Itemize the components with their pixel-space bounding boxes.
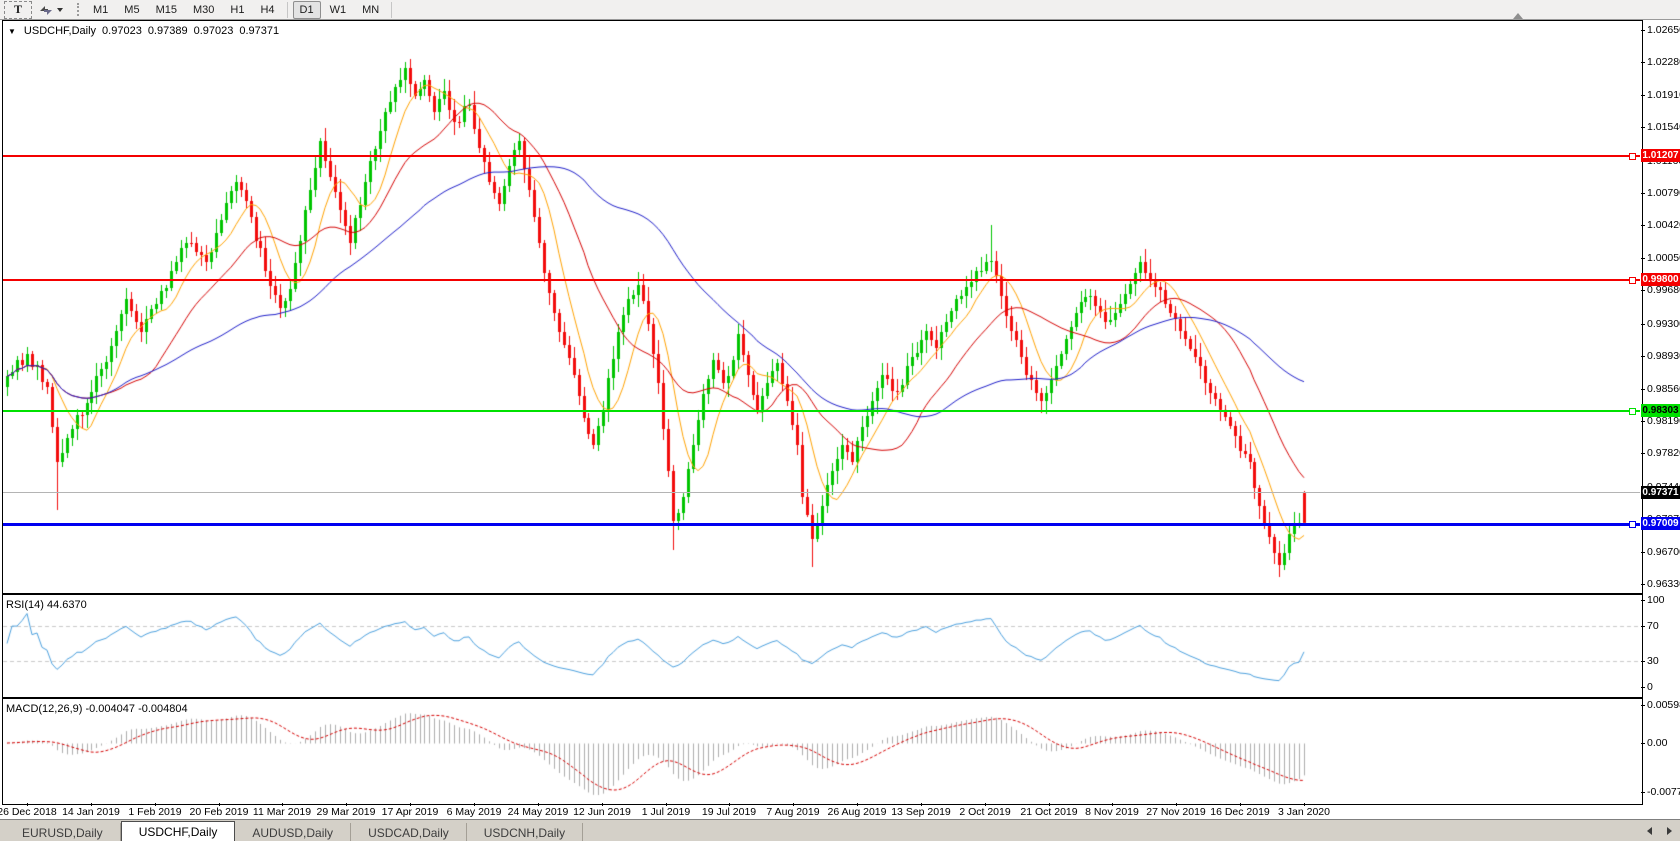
chart-tab-usdcnh[interactable]: USDCNH,Daily: [467, 823, 584, 841]
price-tick-tickmark: [1641, 30, 1645, 31]
price-tick: 1.02280: [1647, 56, 1680, 68]
horizontal-line-0.99800-handle[interactable]: [1629, 277, 1636, 284]
chart-tab-eurusd[interactable]: EURUSD,Daily: [5, 823, 121, 841]
date-label: 7 Aug 2019: [766, 806, 820, 818]
date-label: 29 Mar 2019: [316, 806, 376, 818]
date-label: 6 May 2019: [446, 806, 502, 818]
date-label: 27 Nov 2019: [1146, 806, 1206, 818]
price-tick-tickmark: [1641, 95, 1645, 96]
horizontal-line-0.98303-handle[interactable]: [1629, 408, 1636, 415]
price-tick: 1.00790: [1647, 187, 1680, 199]
price-tick-tickmark: [1641, 225, 1645, 226]
date-label: 20 Feb 2019: [189, 806, 249, 818]
price-tick: 1.02650: [1647, 24, 1680, 36]
rsi-tick-tickmark: [1641, 687, 1645, 688]
current-price-line-price-label: 0.97371: [1641, 486, 1680, 499]
tab-scroll-left-icon[interactable]: [1647, 827, 1652, 835]
current-price-line[interactable]: [3, 492, 1640, 493]
date-label: 24 May 2019: [507, 806, 569, 818]
macd-tick: -0.00773: [1647, 786, 1680, 798]
rsi-tick-tickmark: [1641, 626, 1645, 627]
symbol-header: ▼ USDCHF,Daily 0.97023 0.97389 0.97023 0…: [8, 25, 279, 37]
date-label: 1 Feb 2019: [128, 806, 182, 818]
date-label: 11 Mar 2019: [252, 806, 312, 818]
price-tick-tickmark: [1641, 324, 1645, 325]
chart-tab-usdchf[interactable]: USDCHF,Daily: [120, 821, 236, 841]
rsi-tick: 70: [1647, 620, 1659, 632]
price-tick-tickmark: [1641, 453, 1645, 454]
price-tick: 1.01910: [1647, 89, 1680, 101]
date-label: 14 Jan 2019: [62, 806, 120, 818]
date-label: 21 Oct 2019: [1020, 806, 1078, 818]
macd-tick: 0.005986: [1647, 699, 1680, 711]
symbol-collapse-icon[interactable]: ▼: [8, 26, 16, 36]
date-label: 17 Apr 2019: [381, 806, 439, 818]
rsi-indicator-label: RSI(14) 44.6370: [6, 599, 87, 611]
horizontal-line-0.97009-handle[interactable]: [1629, 521, 1636, 528]
horizontal-line-0.99800[interactable]: [3, 279, 1640, 281]
ohlc-close: 0.97371: [239, 25, 280, 37]
price-tick: 1.00420: [1647, 219, 1680, 231]
price-tick-tickmark: [1641, 389, 1645, 390]
price-tick-tickmark: [1641, 290, 1645, 291]
date-label: 1 Jul 2019: [641, 806, 691, 818]
date-label: 2 Oct 2019: [959, 806, 1011, 818]
scroll-up-icon[interactable]: [1513, 13, 1523, 19]
price-tick-tickmark: [1641, 356, 1645, 357]
horizontal-line-1.01207-handle[interactable]: [1629, 153, 1636, 160]
price-tick-tickmark: [1641, 193, 1645, 194]
ohlc-open: 0.97023: [102, 25, 142, 37]
horizontal-line-0.99800-price-label: 0.99800: [1641, 273, 1680, 286]
tab-scroll-right-icon[interactable]: [1667, 827, 1672, 835]
date-label: 8 Nov 2019: [1085, 806, 1139, 818]
chart-tab-bar: EURUSD,Daily USDCHF,Daily AUDUSD,Daily USDC…: [0, 819, 1680, 841]
rsi-tick: 100: [1647, 594, 1665, 606]
horizontal-line-0.97009[interactable]: [3, 523, 1640, 526]
macd-tick-tickmark: [1641, 743, 1645, 744]
price-tick-tickmark: [1641, 421, 1645, 422]
price-tick-tickmark: [1641, 552, 1645, 553]
date-label: 3 Jan 2020: [1278, 806, 1330, 818]
macd-tick-tickmark: [1641, 792, 1645, 793]
date-label: 16 Dec 2019: [1210, 806, 1270, 818]
macd-tick-tickmark: [1641, 705, 1645, 706]
horizontal-line-1.01207-price-label: 1.01207: [1641, 149, 1680, 162]
date-label: 19 Jul 2019: [701, 806, 757, 818]
price-tick-tickmark: [1641, 62, 1645, 63]
ohlc-high: 0.97389: [147, 25, 188, 37]
horizontal-line-0.98303-price-label: 0.98303: [1641, 404, 1680, 417]
symbol-name: USDCHF,Daily: [23, 25, 97, 37]
price-tick-tickmark: [1641, 127, 1645, 128]
price-tick-tickmark: [1641, 258, 1645, 259]
price-tick: 0.96330: [1647, 578, 1680, 590]
date-label: 26 Dec 2018: [0, 806, 57, 818]
macd-tick: 0.00: [1647, 737, 1668, 749]
horizontal-line-1.01207[interactable]: [3, 155, 1640, 157]
rsi-tick-tickmark: [1641, 600, 1645, 601]
date-label: 13 Sep 2019: [891, 806, 951, 818]
chart-tab-audusd[interactable]: AUDUSD,Daily: [235, 823, 352, 841]
ohlc-low: 0.97023: [193, 25, 234, 37]
rsi-tick: 30: [1647, 655, 1659, 667]
date-label: 26 Aug 2019: [827, 806, 887, 818]
horizontal-line-0.97009-price-label: 0.97009: [1641, 517, 1680, 530]
date-label: 12 Jun 2019: [573, 806, 631, 818]
rsi-tick-tickmark: [1641, 661, 1645, 662]
price-tick-tickmark: [1641, 584, 1645, 585]
price-tick: 1.01540: [1647, 121, 1680, 133]
horizontal-line-0.98303[interactable]: [3, 410, 1640, 412]
macd-indicator-label: MACD(12,26,9) -0.004047 -0.004804: [6, 703, 188, 715]
rsi-tick: 0: [1647, 681, 1653, 693]
chart-tab-usdcad[interactable]: USDCAD,Daily: [351, 823, 467, 841]
